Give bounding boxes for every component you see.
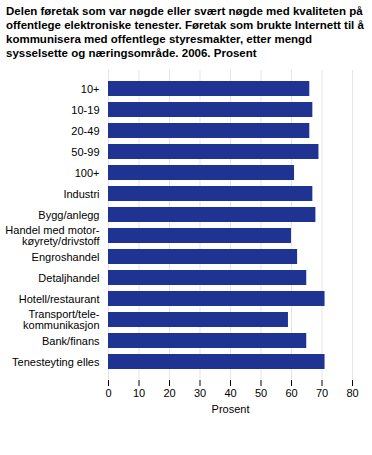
svg-text:20-49: 20-49 bbox=[71, 125, 99, 137]
svg-text:0: 0 bbox=[105, 387, 111, 399]
svg-text:70: 70 bbox=[316, 387, 328, 399]
svg-text:10-19: 10-19 bbox=[71, 104, 99, 116]
svg-text:50: 50 bbox=[255, 387, 267, 399]
svg-text:Prosent: Prosent bbox=[212, 403, 250, 415]
svg-text:30: 30 bbox=[194, 387, 206, 399]
svg-text:Bank/finans: Bank/finans bbox=[42, 335, 100, 347]
svg-text:Tenesteyting elles: Tenesteyting elles bbox=[12, 356, 100, 368]
svg-text:Engroshandel: Engroshandel bbox=[32, 251, 100, 263]
svg-text:Transport/tele-kommunikasjon: Transport/tele-kommunikasjon bbox=[23, 308, 100, 331]
svg-text:10+: 10+ bbox=[81, 83, 100, 95]
svg-text:60: 60 bbox=[285, 387, 297, 399]
svg-text:100+: 100+ bbox=[75, 167, 100, 179]
svg-text:40: 40 bbox=[224, 387, 236, 399]
svg-text:Hotell/restaurant: Hotell/restaurant bbox=[19, 293, 100, 305]
svg-text:20: 20 bbox=[163, 387, 175, 399]
svg-text:80: 80 bbox=[346, 387, 358, 399]
svg-text:Bygg/anlegg: Bygg/anlegg bbox=[38, 209, 99, 221]
svg-text:50-99: 50-99 bbox=[71, 146, 99, 158]
svg-text:Industri: Industri bbox=[63, 188, 99, 200]
svg-text:Detaljhandel: Detaljhandel bbox=[38, 272, 99, 284]
svg-text:Handel med motor-køyrety/drivs: Handel med motor-køyrety/drivstoff bbox=[5, 224, 100, 247]
html-text:Delen føretak som var nøgde el: Delen føretak som var nøgde eller svært … bbox=[6, 5, 364, 59]
svg-text:10: 10 bbox=[133, 387, 145, 399]
